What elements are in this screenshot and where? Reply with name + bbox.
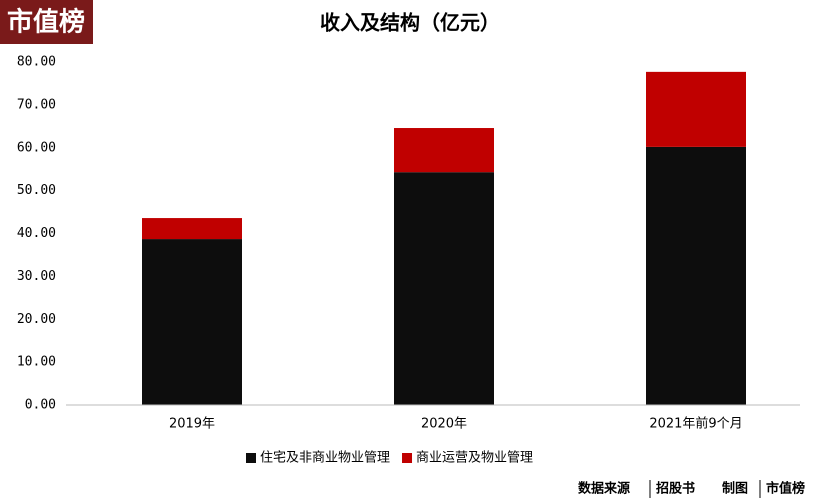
logo-box xyxy=(0,0,93,44)
bar-segment xyxy=(394,172,494,405)
footer-text: 市值榜 xyxy=(766,481,805,497)
legend-label: 住宅及非商业物业管理 xyxy=(260,451,390,466)
x-tick-label: 2020年 xyxy=(421,417,467,432)
logo: 市值榜 xyxy=(7,7,85,38)
legend-swatch xyxy=(402,453,413,463)
y-tick-label: 40.00 xyxy=(17,226,56,241)
legend-label: 商业运营及物业管理 xyxy=(416,451,533,466)
bar-segment xyxy=(142,239,242,405)
bar-segment xyxy=(646,71,746,147)
y-tick-label: 10.00 xyxy=(17,355,56,370)
y-tick-label: 80.00 xyxy=(17,55,56,70)
bar-segment xyxy=(646,146,746,405)
y-tick-label: 30.00 xyxy=(17,269,56,284)
y-tick-label: 60.00 xyxy=(17,140,56,155)
y-tick-label: 70.00 xyxy=(17,97,56,112)
footer-text: 招股书 xyxy=(656,481,695,497)
bar-segment xyxy=(142,218,242,240)
footer-text: 制图 xyxy=(722,481,748,497)
x-tick-label: 2019年 xyxy=(169,417,215,432)
x-tick-label: 2021年前9个月 xyxy=(649,416,742,432)
y-tick-label: 50.00 xyxy=(17,183,56,198)
footer-text: 数据来源 xyxy=(578,481,630,497)
legend-swatch xyxy=(246,453,256,463)
y-tick-label: 0.00 xyxy=(25,398,56,413)
bar-segment xyxy=(394,128,494,173)
y-tick-label: 20.00 xyxy=(17,312,56,327)
chart-title: 收入及结构（亿元） xyxy=(320,11,500,35)
